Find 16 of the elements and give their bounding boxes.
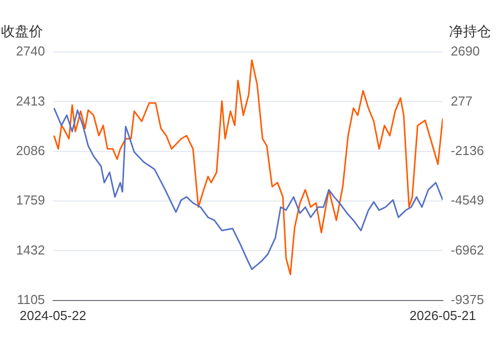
x-tick-label: 2024-05-22	[20, 308, 86, 323]
y-tick-label: 2413	[16, 93, 45, 108]
y2-tick-label: -6962	[450, 242, 484, 258]
y-tick-label: 1105	[16, 292, 45, 307]
x-tick-label: 2026-05-21	[410, 308, 476, 323]
y-tick-label: 1759	[16, 192, 45, 208]
y-tick-label: 2740	[16, 44, 45, 59]
y2-tick-label: 2690	[450, 44, 480, 59]
y-tick-label: 2086	[16, 142, 45, 158]
y2-tick-label: -9375	[450, 292, 484, 307]
y2-axis-title: 净持仓	[449, 23, 491, 39]
y-tick-label: 1432	[16, 242, 45, 258]
y2-tick-label: 277	[450, 93, 472, 108]
y2-tick-label: -2136	[450, 142, 484, 158]
y-axis-title: 收盘价	[1, 23, 43, 39]
y2-tick-label: -4549	[450, 192, 484, 208]
